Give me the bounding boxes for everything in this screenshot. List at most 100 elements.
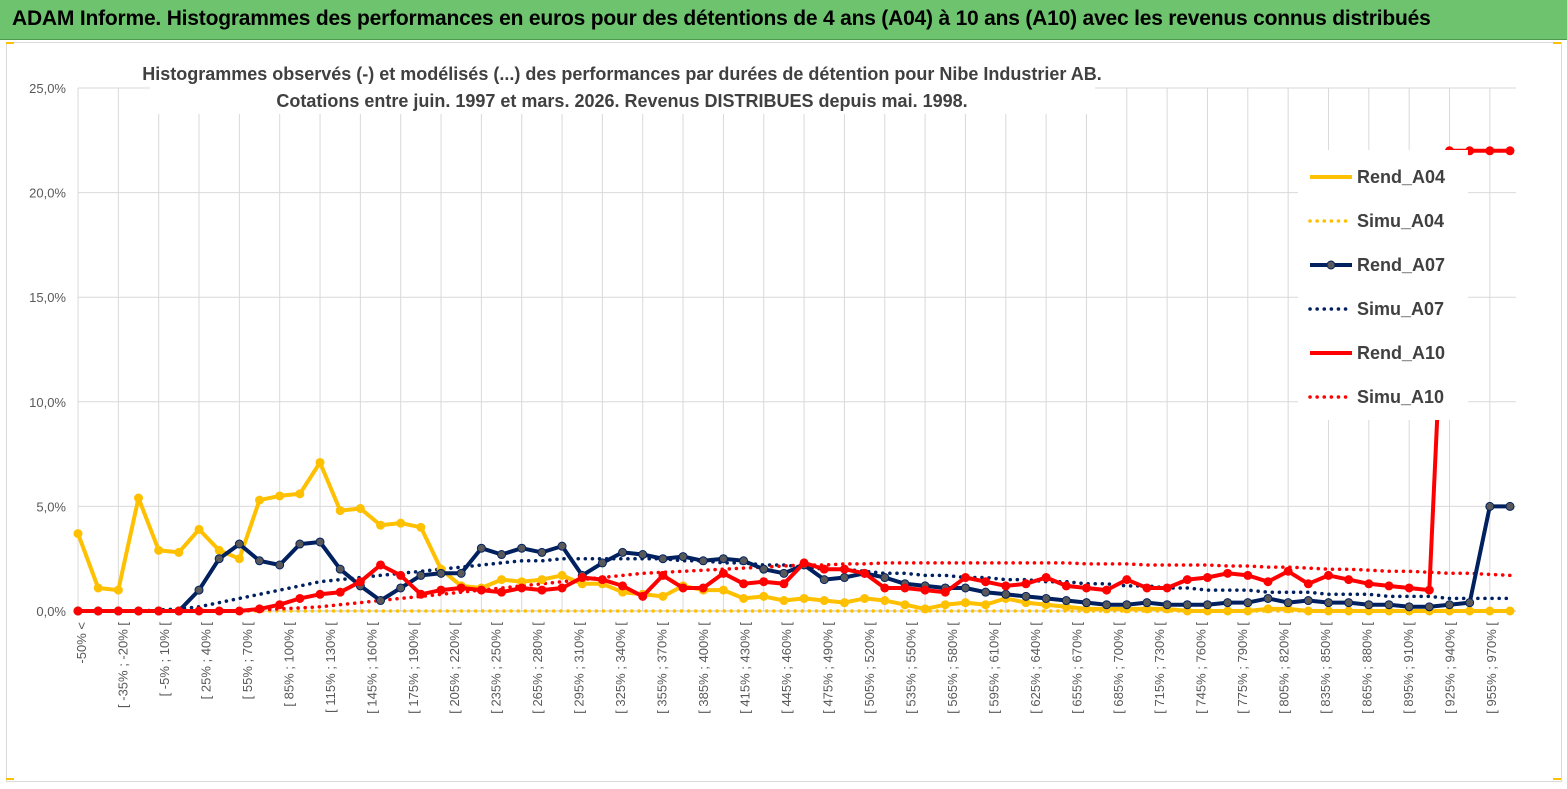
x-tick-label: [ 805% ; 820% [ (1277, 622, 1292, 714)
data-point-rend_a07 (476, 543, 486, 553)
data-point-rend_a10 (134, 606, 144, 616)
data-point-rend_a07 (295, 539, 305, 549)
x-tick-label: [ 325% ; 340% [ (613, 622, 628, 714)
data-point-rend_a04 (1243, 606, 1253, 616)
y-tick-label: 25,0% (29, 81, 66, 96)
x-tick-label: [ 715% ; 730% [ (1152, 622, 1167, 714)
x-tick-label: [ 415% ; 430% [ (738, 622, 753, 714)
data-point-rend_a10 (779, 579, 789, 589)
data-point-rend_a10 (335, 587, 345, 597)
x-tick-label: [ 355% ; 370% [ (655, 622, 670, 714)
x-tick-label: [ 775% ; 790% [ (1235, 622, 1250, 714)
x-tick-label: [ 235% ; 250% [ (489, 622, 504, 714)
data-point-rend_a07 (1202, 600, 1212, 610)
data-point-rend_a04 (154, 545, 164, 555)
legend-label-simu_a04: Simu_A04 (1357, 211, 1444, 231)
series-line-rend_a04 (76, 460, 1510, 613)
data-point-rend_a10 (577, 573, 587, 583)
data-point-rend_a10 (436, 585, 446, 595)
data-point-rend_a07 (839, 573, 849, 583)
y-tick-label: 10,0% (29, 395, 66, 410)
data-point-rend_a04 (1344, 606, 1354, 616)
data-point-rend_a07 (497, 550, 507, 560)
data-point-rend_a10 (214, 606, 224, 616)
data-point-rend_a04 (759, 591, 769, 601)
data-point-rend_a07 (1041, 593, 1051, 603)
x-tick-label: [ 535% ; 550% [ (903, 622, 918, 714)
data-point-rend_a10 (1142, 583, 1152, 593)
data-point-rend_a04 (497, 575, 507, 585)
data-point-rend_a07 (880, 573, 890, 583)
x-tick-label: [ 865% ; 880% [ (1360, 622, 1375, 714)
x-tick-label: [ 445% ; 460% [ (779, 622, 794, 714)
data-point-rend_a07 (517, 543, 527, 553)
data-point-rend_a10 (113, 606, 123, 616)
data-point-rend_a04 (860, 593, 870, 603)
data-point-rend_a04 (315, 457, 325, 467)
data-point-rend_a07 (416, 570, 426, 580)
data-point-rend_a07 (1021, 591, 1031, 601)
data-point-rend_a07 (1424, 602, 1434, 612)
x-tick-label: -50% < (74, 622, 89, 664)
data-point-rend_a10 (315, 589, 325, 599)
x-tick-label: [ 265% ; 280% [ (530, 622, 545, 714)
data-point-rend_a10 (880, 583, 890, 593)
data-point-rend_a10 (557, 583, 567, 593)
data-point-rend_a04 (1465, 606, 1475, 616)
data-point-rend_a07 (638, 550, 648, 560)
data-point-rend_a07 (698, 556, 708, 566)
data-point-rend_a10 (860, 568, 870, 578)
data-point-rend_a04 (113, 585, 123, 595)
data-point-rend_a07 (1323, 598, 1333, 608)
data-point-rend_a07 (819, 575, 829, 585)
data-point-rend_a07 (234, 539, 244, 549)
chart-frame (6, 42, 1562, 782)
x-tick-label: [ 595% ; 610% [ (986, 622, 1001, 714)
data-point-rend_a07 (315, 537, 325, 547)
data-point-rend_a10 (1485, 146, 1495, 156)
data-point-rend_a07 (335, 564, 345, 574)
legend-background (1298, 150, 1468, 420)
data-point-rend_a07 (376, 596, 386, 606)
series-line-simu_a07 (76, 556, 1512, 613)
legend: Rend_A04 Simu_A04 Rend_A07 Simu_A07 Rend_A10… (1298, 150, 1468, 420)
data-point-rend_a07 (1263, 593, 1273, 603)
data-point-rend_a04 (194, 524, 204, 534)
legend-label-simu_a10: Simu_A10 (1357, 387, 1444, 407)
data-point-rend_a04 (981, 600, 991, 610)
legend-label-rend_a04: Rend_A04 (1357, 167, 1445, 187)
data-point-rend_a04 (295, 489, 305, 499)
data-point-rend_a10 (1021, 579, 1031, 589)
data-point-rend_a10 (900, 583, 910, 593)
data-point-rend_a07 (537, 547, 547, 557)
x-tick-label: [ 835% ; 850% [ (1318, 622, 1333, 714)
y-tick-label: 0,0% (36, 604, 66, 619)
legend-label-rend_a10: Rend_A10 (1357, 343, 1445, 363)
data-point-rend_a10 (154, 606, 164, 616)
data-point-rend_a10 (1263, 577, 1273, 587)
data-point-rend_a07 (1404, 602, 1414, 612)
data-point-rend_a07 (1102, 600, 1112, 610)
frame-corner-marker (1553, 42, 1561, 44)
data-point-rend_a10 (1364, 579, 1374, 589)
banner-title: ADAM Informe. Histogrammes des performan… (12, 7, 1431, 30)
data-point-rend_a10 (295, 593, 305, 603)
data-point-rend_a10 (476, 585, 486, 595)
data-point-rend_a10 (1162, 583, 1172, 593)
data-point-rend_a10 (1344, 575, 1354, 585)
data-point-rend_a07 (436, 568, 446, 578)
data-point-rend_a07 (194, 585, 204, 595)
data-point-rend_a10 (658, 570, 668, 580)
data-point-rend_a07 (214, 554, 224, 564)
data-point-rend_a10 (1223, 568, 1233, 578)
x-tick-label: [ 925% ; 940% [ (1443, 622, 1458, 714)
data-point-rend_a04 (920, 604, 930, 614)
data-point-rend_a10 (1424, 585, 1434, 595)
data-point-rend_a07 (1182, 600, 1192, 610)
data-point-rend_a10 (739, 579, 749, 589)
title-background (150, 58, 1095, 114)
x-tick-label: [ 25% ; 40% [ (198, 622, 213, 700)
data-point-rend_a10 (718, 568, 728, 578)
legend-marker (1326, 260, 1336, 270)
